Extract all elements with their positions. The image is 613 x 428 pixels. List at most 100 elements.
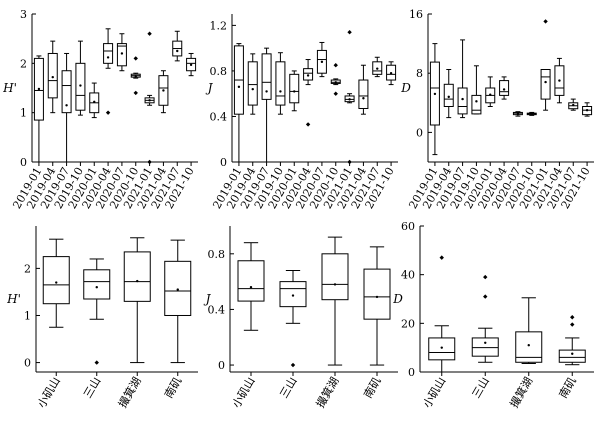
box-mean-marker (362, 97, 365, 100)
box-outlier (347, 30, 352, 35)
y-axis-title: H' (6, 292, 21, 306)
x-tick-label: 小矶山 (35, 375, 63, 410)
y-tick-label: 0 (408, 366, 415, 379)
box-mean-marker (93, 100, 96, 104)
box-outlier (94, 360, 99, 365)
y-tick-label: 1 (24, 309, 31, 322)
box-iqr (499, 80, 510, 96)
box-outlier (290, 362, 296, 368)
y-tick-label: 1.2 (210, 19, 228, 32)
box-iqr (75, 62, 86, 111)
box-iqr (289, 73, 300, 104)
box-iqr (363, 268, 391, 320)
box-iqr (558, 349, 586, 363)
x-tick-label: 南矶 (162, 375, 184, 401)
box-mean-marker (571, 352, 574, 355)
y-tick-label: 0 (416, 126, 423, 139)
box-mean-marker (334, 81, 337, 84)
box-outlier (483, 294, 488, 299)
y-axis-title: H' (2, 81, 17, 95)
box-mean-marker (306, 74, 310, 77)
y-axis-title: J (203, 292, 212, 306)
box-mean-marker (572, 103, 575, 107)
box-outlier (570, 315, 575, 320)
box-mean-marker (389, 72, 393, 75)
box-iqr (321, 253, 349, 301)
box-iqr (247, 61, 258, 106)
box-mean-marker (502, 88, 506, 91)
box-iqr (42, 256, 70, 305)
box-mean-marker (585, 109, 589, 112)
x-tick-label: 撮箕湖 (507, 375, 536, 411)
box-outlier (333, 63, 338, 68)
box-mean-marker (333, 283, 337, 286)
box-outlier (483, 274, 488, 280)
panel-top-left-H: 0123H'2019-012019-042019-072019-102020-0… (2, 8, 198, 211)
box-iqr (457, 87, 468, 115)
box-mean-marker (558, 79, 561, 82)
box-mean-marker (530, 112, 533, 116)
box-mean-marker (65, 104, 68, 107)
x-tick-label: 南矶 (557, 375, 579, 401)
y-tick-label: 0 (24, 357, 31, 370)
box-mean-marker (291, 294, 295, 297)
box-outlier (105, 110, 111, 115)
box-mean-marker (134, 74, 137, 78)
box-outlier (347, 159, 352, 165)
box-mean-marker (484, 341, 487, 344)
y-axis-title: D (392, 292, 403, 306)
box-mean-marker (375, 295, 379, 299)
box-mean-marker (251, 87, 254, 91)
y-tick-label: 1 (20, 107, 27, 120)
box-mean-marker (51, 75, 54, 79)
box-iqr (540, 69, 551, 100)
box-mean-marker (37, 87, 41, 91)
box-mean-marker (176, 49, 179, 53)
y-tick-label: 0.8 (210, 65, 228, 78)
box-mean-marker (120, 52, 124, 55)
x-tick-label: 南矶 (361, 375, 383, 401)
x-tick-label: 撮箕湖 (313, 375, 342, 411)
box-iqr (103, 43, 114, 64)
box-outlier (147, 31, 152, 36)
x-tick-label: 撮箕湖 (115, 375, 144, 411)
box-mean-marker (79, 84, 82, 87)
box-outlier (305, 122, 311, 127)
box-outlier (133, 90, 138, 96)
box-mean-marker (447, 95, 450, 99)
box-iqr (47, 52, 58, 99)
box-iqr (261, 53, 272, 100)
y-tick-label: 8 (416, 67, 423, 80)
x-tick-label: 三山 (470, 375, 492, 401)
box-iqr (237, 260, 265, 302)
y-tick-label: 20 (401, 317, 415, 330)
box-outlier (570, 322, 575, 327)
box-mean-marker (95, 286, 98, 289)
y-tick-label: 0 (218, 359, 225, 372)
box-iqr (279, 281, 307, 308)
box-outlier (133, 56, 138, 61)
y-axis-title: D (400, 81, 411, 95)
box-mean-marker (461, 97, 464, 101)
y-tick-label: 0.4 (210, 110, 228, 123)
box-mean-marker (293, 90, 296, 93)
box-mean-marker (433, 92, 437, 96)
panel-top-right-D: 0816D2019-012019-042019-072019-102020-01… (400, 8, 594, 211)
box-mean-marker (544, 80, 547, 84)
box-mean-marker (249, 285, 253, 289)
box-mean-marker (148, 99, 151, 102)
box-mean-marker (376, 67, 379, 70)
y-tick-label: 0.4 (208, 303, 226, 316)
box-iqr (471, 94, 482, 115)
panel-bottom-right-D: 0 20 40 60 D 小矶山 三山 撮箕湖 南矶 (392, 220, 594, 410)
x-tick-label: 小矶山 (421, 375, 449, 410)
box-outlier (543, 19, 548, 24)
box-iqr (116, 43, 127, 67)
box-mean-marker (475, 100, 478, 103)
panel-bottom-left-H: 0 1 2 H' 小矶山 三山 撮箕湖 南矶 (6, 226, 198, 410)
box-outlier (147, 159, 152, 165)
box-mean-marker (320, 60, 324, 64)
box-iqr (275, 61, 286, 106)
box-mean-marker (348, 98, 351, 101)
box-outlier (439, 255, 444, 260)
